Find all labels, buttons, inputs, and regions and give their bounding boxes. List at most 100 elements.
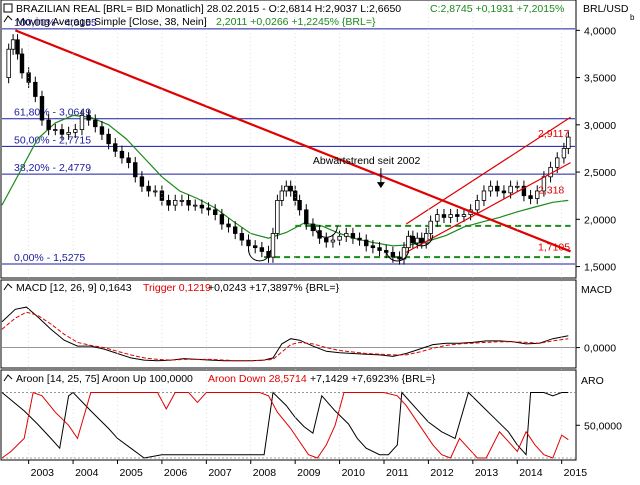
candle-body (284, 185, 289, 192)
main-title: BRAZILIAN REAL [BRL= BID Monatlich] 28.0… (16, 3, 401, 15)
candle-body (488, 185, 493, 192)
candle-body (292, 190, 298, 201)
candle-body (73, 129, 78, 133)
aroon-axis-label: ARO (581, 375, 604, 387)
axis-unit: BRL/USD (583, 3, 629, 15)
candle-body (288, 185, 293, 192)
candle-body (481, 190, 487, 201)
price-ytick-label: 3,0000 (584, 120, 616, 132)
candle-body (370, 245, 376, 249)
candle-body (106, 133, 111, 145)
candle-body (390, 251, 396, 258)
price-ytick-label: 2,5000 (584, 167, 616, 179)
candle-body (501, 190, 507, 194)
uptrend-channel-line (405, 116, 571, 225)
candle-body (126, 157, 131, 164)
candle-body (441, 214, 447, 218)
candle-body (213, 209, 218, 215)
xtick-label: 2011 (386, 467, 409, 479)
candle-body (455, 214, 460, 217)
pattern-arc (314, 226, 338, 238)
pattern-arc (385, 249, 409, 262)
macd-panel[interactable] (0, 279, 577, 369)
key-level-label: 1,7105 (538, 242, 570, 254)
candle-body (15, 39, 20, 55)
candle-body (330, 239, 336, 243)
candle-body (33, 81, 38, 97)
candle-body (535, 190, 540, 199)
aroon-up-line (1, 391, 569, 459)
candle-body (337, 235, 342, 241)
candle-body (461, 214, 467, 217)
macd-marker-icon (3, 283, 13, 291)
candle-body (252, 245, 258, 249)
candle-body (297, 200, 302, 211)
candle-body (304, 209, 309, 225)
candle-body (275, 200, 280, 234)
aroon-down-title: Aroon Down 28,5714 (208, 373, 307, 385)
candle-body (46, 119, 51, 130)
key-level-label: 2,318 (538, 184, 564, 196)
candle-body (10, 39, 16, 50)
candle-body (119, 150, 125, 159)
aroon-down-line (1, 391, 569, 459)
candle-body (86, 114, 91, 121)
aroon-panel[interactable] (0, 369, 577, 461)
pattern-arc (248, 249, 272, 262)
candle-body (239, 233, 245, 241)
candle-body (324, 237, 329, 243)
candle-body (270, 233, 276, 258)
xtick-label: 2015 (564, 467, 588, 479)
sma-value: 2,2011 +0,0266 +1,2245% {BRL=} (216, 16, 376, 28)
fib-level-label: 61,80% - 3,0649 (14, 107, 91, 119)
candle-body (93, 119, 98, 128)
candle-body (566, 136, 571, 149)
candle-body (166, 200, 171, 206)
candle-body (279, 190, 285, 201)
corner-mark: b (630, 13, 635, 22)
main-close: C:2,8745 +0,1931 +7,2015% (430, 3, 564, 15)
aroon-title: Aroon [14, 25, 75] Aroon Up 100,0000 (16, 373, 193, 385)
xtick-label: 2014 (519, 467, 543, 479)
macd-axis-label: MACD (581, 284, 612, 296)
candle-body (397, 256, 402, 260)
pattern-arc (410, 234, 434, 247)
candle-body (415, 237, 420, 244)
candle-body (515, 185, 520, 188)
candle-body (19, 53, 25, 74)
key-level-label: 2,9117 (538, 128, 569, 140)
candle-body (317, 230, 322, 239)
candle-body (53, 129, 58, 131)
candle-body (232, 226, 238, 234)
xtick-label: 2013 (475, 467, 499, 479)
xtick-label: 2005 (119, 467, 143, 479)
candle-body (344, 233, 349, 237)
candle-body (364, 239, 369, 247)
aroon-marker-icon (3, 374, 13, 382)
macd-ytick-label: 0,0000 (584, 343, 616, 355)
fib-level-label: 38,20% - 2,4779 (14, 162, 91, 174)
trend-annotation: Abwärtstrend seit 2002 (313, 155, 421, 167)
candle-body (310, 223, 316, 232)
xtick-label: 2006 (164, 467, 188, 479)
aroon-ytick-label: 50,0000 (584, 420, 622, 432)
macd-title: MACD [12, 26, 9] 0,1643 (16, 282, 132, 294)
candle-body (226, 223, 231, 228)
price-ytick-label: 3,5000 (584, 73, 616, 85)
macd-line (1, 306, 569, 362)
xtick-label: 2012 (430, 467, 454, 479)
sma-title: Moving Average Simple [Close, 38, Nein] (16, 16, 207, 28)
xtick-label: 2009 (297, 467, 321, 479)
candle-body (206, 207, 211, 211)
xtick-label: 2004 (75, 467, 99, 479)
candle-body (350, 233, 356, 239)
candle-body (179, 200, 185, 202)
candle-body (419, 237, 424, 244)
candle-body (555, 157, 560, 168)
candle-body (79, 114, 85, 130)
candle-body (357, 237, 362, 241)
candle-body (528, 195, 533, 199)
candle-body (6, 48, 11, 78)
price-ytick-label: 4,0000 (584, 25, 616, 37)
